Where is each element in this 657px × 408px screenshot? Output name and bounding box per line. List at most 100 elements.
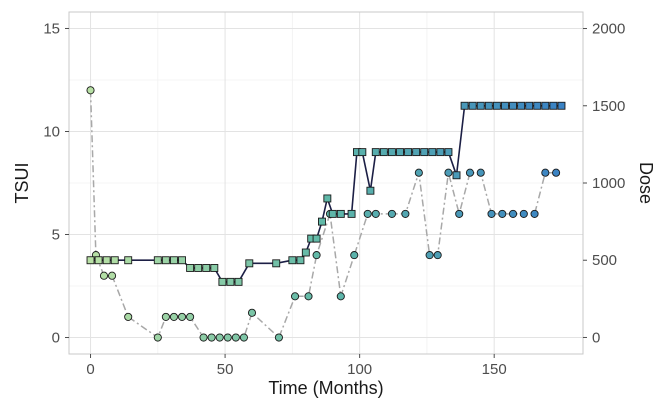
dose-point [226, 277, 235, 286]
tsui-point [186, 312, 195, 321]
y2-tick-label: 1500 [592, 98, 625, 115]
dose-point [170, 256, 178, 265]
tsui-point [476, 168, 485, 177]
tsui-point [274, 333, 283, 342]
dose-point [186, 264, 195, 272]
dose-point [371, 148, 380, 157]
tsui-point [247, 308, 257, 317]
tsui-point [552, 168, 561, 177]
dose-point [102, 256, 111, 265]
dose-point [444, 148, 453, 157]
tsui-point [487, 209, 496, 218]
y2-tick-label: 500 [592, 252, 617, 269]
dose-point [202, 264, 211, 272]
y-tick-label: 0 [52, 330, 60, 347]
dose-point [396, 148, 404, 157]
tsui-point [239, 333, 248, 342]
tsui-point [498, 209, 507, 218]
dose-point [194, 264, 203, 272]
tsui-point [169, 312, 179, 321]
tsui-point [215, 333, 224, 342]
y-tick-label: 5 [52, 227, 60, 244]
tsui-point [387, 209, 396, 218]
dose-point [525, 101, 534, 110]
tsui-point [231, 333, 240, 342]
dose-point [412, 148, 421, 157]
y2-tick-label: 1000 [592, 175, 625, 192]
tsui-point [312, 251, 321, 260]
dose-point [124, 256, 133, 265]
dose-point [234, 277, 243, 286]
dose-point [492, 101, 501, 110]
tsui-point [153, 333, 162, 342]
dose-series-line [90, 105, 562, 283]
dose-point [509, 101, 517, 110]
dose-point [210, 264, 219, 272]
y2-axis-title: Dose [636, 162, 656, 204]
tsui-point [455, 209, 464, 218]
dose-point [161, 256, 170, 265]
tsui-point [124, 312, 133, 321]
dose-point [541, 101, 550, 110]
grid [69, 12, 583, 354]
tsui-point [444, 168, 453, 177]
tsui-point [161, 312, 170, 321]
dose-point [288, 256, 297, 265]
dose-point [178, 256, 186, 265]
dose-point [218, 277, 227, 286]
dose-point [533, 101, 542, 110]
tsui-point [401, 209, 410, 218]
dose-point [296, 256, 305, 265]
dose-point [358, 148, 367, 157]
tsui-point [86, 86, 95, 95]
dose-point [153, 256, 162, 265]
y-tick-label: 10 [43, 123, 60, 140]
x-tick-label: 50 [217, 361, 234, 378]
tsui-point [363, 209, 372, 218]
y2-tick-label: 2000 [592, 21, 625, 38]
dose-point [557, 101, 566, 110]
dose-point [245, 259, 254, 268]
y-axis-title: TSUI [12, 162, 32, 203]
dose-point [517, 101, 526, 110]
tsui-point [350, 251, 359, 260]
tsui-point [508, 209, 518, 218]
dose-point [323, 194, 332, 203]
data-points [86, 86, 566, 342]
tsui-point [414, 168, 423, 177]
x-axis-title: Time (Months) [268, 378, 383, 398]
x-tick-label: 100 [347, 361, 372, 378]
dose-point [484, 101, 493, 110]
dose-point [501, 101, 509, 110]
tsui-point [519, 209, 528, 218]
dose-point [428, 148, 437, 157]
tsui-point [371, 209, 380, 218]
dose-point [312, 234, 321, 243]
dose-point [452, 171, 461, 180]
tsui-point [425, 251, 434, 260]
dose-point [460, 101, 469, 110]
dose-point [366, 186, 375, 195]
x-tick-label: 0 [86, 361, 94, 378]
tsui-point [199, 333, 208, 342]
dose-point [86, 256, 95, 265]
dose-point [468, 101, 477, 110]
dose-point [420, 148, 429, 157]
tsui-point [304, 292, 313, 301]
tsui-point [207, 333, 216, 342]
tsui-point [336, 292, 345, 301]
tsui-point [433, 251, 442, 260]
dose-point [336, 209, 345, 218]
dose-point [387, 148, 396, 157]
dose-point [110, 256, 119, 265]
tsui-point [541, 168, 550, 177]
dose-point [328, 209, 337, 218]
y2-tick-label: 0 [592, 329, 600, 346]
dose-point [94, 256, 103, 265]
tsui-point [99, 271, 109, 280]
dose-point [301, 248, 310, 257]
dose-point [436, 148, 445, 157]
dose-point [318, 217, 326, 226]
